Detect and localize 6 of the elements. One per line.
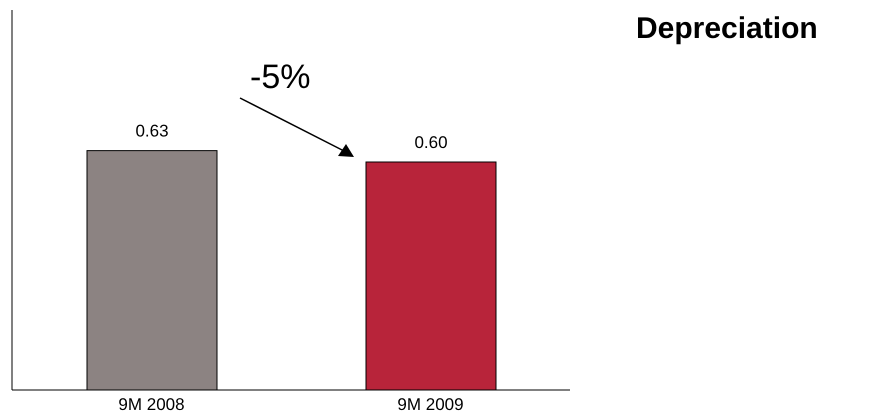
data-label: 0.63: [135, 122, 169, 141]
x-tick-label: 9M 2008: [118, 395, 185, 414]
data-label: 0.60: [414, 133, 448, 152]
annotation: -5%: [250, 58, 310, 97]
x-tick-label: 9M 2009: [397, 395, 464, 414]
text: Depreciation: [636, 12, 818, 46]
